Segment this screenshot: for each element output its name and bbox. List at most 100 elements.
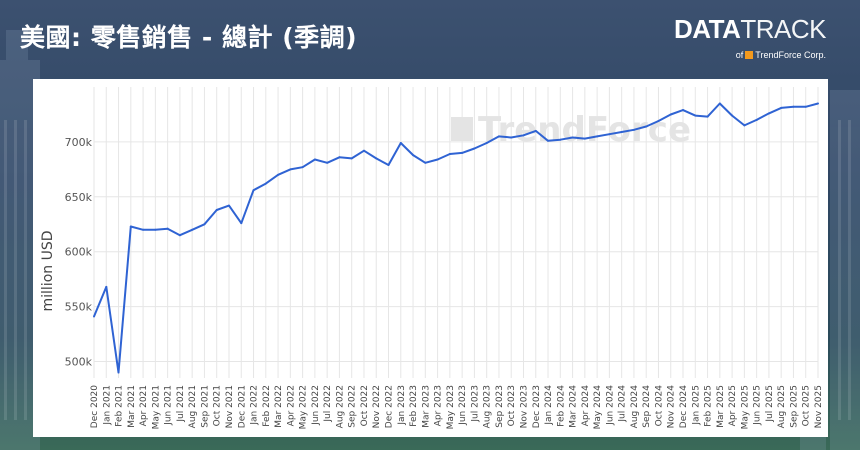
data-point xyxy=(743,124,746,127)
data-point xyxy=(473,147,476,150)
data-point xyxy=(718,102,721,105)
data-point xyxy=(166,227,169,230)
x-tick-label: May 2025 xyxy=(740,385,750,429)
x-tick-label: Feb 2025 xyxy=(704,385,714,427)
data-point xyxy=(780,106,783,109)
x-tick-label: Feb 2023 xyxy=(409,385,419,427)
y-tick-label: 600k xyxy=(65,246,93,259)
x-tick-label: Apr 2022 xyxy=(286,385,296,426)
data-point xyxy=(277,173,280,176)
data-point xyxy=(497,135,500,138)
y-tick-label: 700k xyxy=(65,136,93,149)
data-point xyxy=(817,102,819,105)
logo-light-text: TRACK xyxy=(740,14,826,44)
x-tick-label: Aug 2021 xyxy=(188,385,198,428)
data-point xyxy=(129,225,132,228)
line-chart: TrendForce 500k 550k 600k 650k 700k Dec 2020… xyxy=(40,87,824,430)
data-point xyxy=(706,115,709,118)
x-tick-label: Jan 2022 xyxy=(250,385,260,426)
data-point xyxy=(301,166,304,169)
x-axis-ticks: Dec 2020 Jan 2021 Feb 2021 Mar 2021 Apr 2021… xyxy=(90,385,824,430)
data-point xyxy=(264,182,267,185)
x-tick-label: Jun 2025 xyxy=(753,385,763,426)
chart-panel: TrendForce 500k 550k 600k 650k 700k Dec 2020… xyxy=(33,79,828,437)
grid-lines xyxy=(93,87,819,378)
x-tick-label: Apr 2025 xyxy=(728,385,738,426)
data-point xyxy=(117,371,120,374)
x-tick-label: Apr 2023 xyxy=(434,385,444,426)
data-point xyxy=(461,151,464,154)
data-point xyxy=(645,125,648,128)
x-tick-label: Nov 2022 xyxy=(372,385,382,428)
data-point xyxy=(669,113,672,116)
datatrack-logo: DATATRACK xyxy=(674,14,826,45)
x-tick-label: Aug 2023 xyxy=(483,385,493,428)
data-point xyxy=(657,120,660,123)
data-point xyxy=(178,234,181,237)
x-tick-label: Jun 2024 xyxy=(605,385,615,426)
data-point xyxy=(583,137,586,140)
data-point xyxy=(142,228,145,231)
brand-sub-prefix: of xyxy=(735,50,744,60)
x-tick-label: Feb 2024 xyxy=(556,385,566,427)
x-tick-label: Mar 2021 xyxy=(127,385,137,428)
x-tick-label: Jul 2025 xyxy=(765,385,775,423)
data-point xyxy=(375,157,378,160)
x-tick-label: Jan 2021 xyxy=(102,385,112,426)
x-tick-label: Feb 2021 xyxy=(115,385,125,427)
x-tick-label: Jan 2025 xyxy=(691,385,701,426)
data-point xyxy=(682,109,685,112)
data-point xyxy=(522,134,525,137)
data-point xyxy=(215,208,218,211)
data-point xyxy=(313,158,316,161)
x-tick-label: Dec 2021 xyxy=(237,385,247,428)
data-point xyxy=(620,131,623,134)
data-point xyxy=(436,158,439,161)
data-point xyxy=(694,114,697,117)
trendforce-mark-icon xyxy=(745,51,754,60)
x-tick-label: Oct 2024 xyxy=(654,385,664,427)
x-tick-label: Jan 2024 xyxy=(544,385,554,426)
x-tick-label: Sep 2025 xyxy=(789,385,799,428)
x-tick-label: Jan 2023 xyxy=(397,385,407,426)
x-tick-label: Nov 2024 xyxy=(667,385,677,429)
data-point xyxy=(93,315,95,318)
x-tick-label: Sep 2023 xyxy=(495,385,505,428)
data-point xyxy=(326,161,329,164)
series-line xyxy=(93,102,819,374)
x-tick-label: Sep 2022 xyxy=(348,385,358,428)
y-tick-label: 650k xyxy=(65,191,93,204)
x-tick-label: Nov 2023 xyxy=(519,385,529,428)
x-tick-label: Jul 2024 xyxy=(618,385,628,423)
x-tick-label: Dec 2024 xyxy=(679,385,689,428)
x-tick-label: Mar 2023 xyxy=(421,385,431,428)
x-tick-label: Apr 2021 xyxy=(139,385,149,426)
data-point xyxy=(792,105,795,108)
x-tick-label: Aug 2025 xyxy=(777,385,787,428)
series-line-layer xyxy=(93,102,819,374)
x-tick-label: Oct 2023 xyxy=(507,385,517,426)
data-point xyxy=(240,222,243,225)
data-point xyxy=(227,204,230,207)
data-point xyxy=(387,163,390,166)
data-point xyxy=(399,142,402,145)
x-tick-label: Apr 2024 xyxy=(581,385,591,427)
y-axis-ticks: 500k 550k 600k 650k 700k xyxy=(65,136,93,369)
data-point xyxy=(632,128,635,131)
watermark: TrendForce xyxy=(478,110,691,150)
brand-logo: DATATRACK of TrendForce Corp. xyxy=(674,14,826,66)
x-tick-label: Aug 2024 xyxy=(630,385,640,429)
x-tick-label: Dec 2023 xyxy=(532,385,542,428)
data-point xyxy=(252,189,255,192)
x-tick-label: Jul 2021 xyxy=(176,385,186,423)
x-tick-label: Dec 2020 xyxy=(90,385,100,428)
x-tick-label: Mar 2022 xyxy=(274,385,284,428)
data-point xyxy=(571,136,574,139)
x-tick-label: Feb 2022 xyxy=(262,385,272,427)
x-tick-label: Jul 2023 xyxy=(470,385,480,423)
data-point xyxy=(203,223,206,226)
x-tick-label: Sep 2024 xyxy=(642,385,652,428)
data-point xyxy=(767,112,770,115)
data-point xyxy=(105,285,108,288)
x-tick-label: Nov 2021 xyxy=(225,385,235,428)
